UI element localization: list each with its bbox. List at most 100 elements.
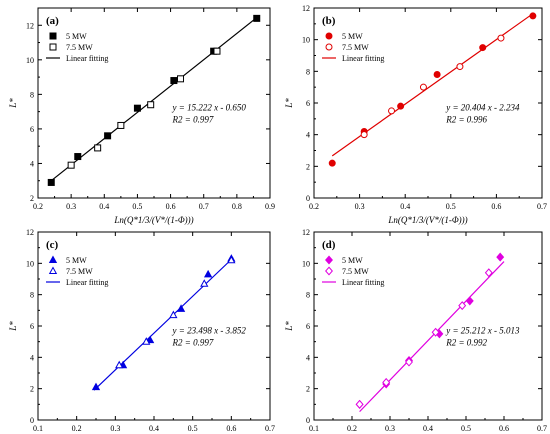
y-tick-label: 12 [302,228,310,237]
point-7-5mw [227,255,236,264]
y-tick-label: 8 [306,291,310,300]
y-tick-label: 2 [30,385,34,394]
point-7-5mw [382,377,391,387]
point-5mw [496,252,505,262]
fit-equation: y = 25.212 x - 5.013 [445,326,520,336]
point-7-5mw [115,360,124,369]
x-tick-label: 0.3 [110,424,120,433]
point-5mw [328,159,336,167]
legend-marker [49,32,57,40]
legend-marker [325,43,333,51]
legend-entry: 7.5 MW [66,43,93,52]
x-tick-label: 0.3 [66,202,76,211]
panel-label: (c) [46,239,59,251]
y-axis-label: L* [284,98,294,109]
y-tick-label: 8 [30,291,34,300]
legend-entry: 7.5 MW [342,267,369,276]
y-tick-label: 4 [306,131,310,140]
x-axis-label: Ln(Q*1/3/(V*/(1-Φ))) [387,215,467,225]
fit-r-squared: R2 = 0.997 [172,115,214,125]
point-5mw [253,14,261,22]
legend-entry: 5 MW [66,256,87,265]
x-tick-label: 0.7 [537,424,547,433]
y-tick-label: 12 [302,4,310,13]
fit-equation: y = 15.222 x - 0.650 [172,103,247,113]
y-tick-label: 10 [302,36,310,45]
legend-entry: 5 MW [342,256,363,265]
x-tick-label: 0.2 [33,202,43,211]
x-tick-label: 0.6 [499,424,509,433]
point-7-5mw [142,337,151,345]
point-7-5mw [484,268,493,278]
y-tick-label: 12 [26,21,34,30]
x-tick-label: 0.4 [149,424,159,433]
x-tick-label: 0.2 [347,424,357,433]
x-tick-label: 0.6 [166,202,176,211]
x-tick-label: 0.7 [199,202,209,211]
fit-line [93,257,234,391]
point-5mw [203,269,213,278]
y-tick-label: 6 [306,99,310,108]
x-tick-label: 0.4 [423,424,433,433]
y-tick-label: 6 [30,125,34,134]
legend-entry: Linear fitting [66,278,108,287]
legend-marker [48,266,58,275]
chart-panel-4: 0.10.20.30.40.50.60.7024681012Ln(Q*1/3/(… [284,228,547,433]
fit-r-squared: R2 = 0.996 [445,115,487,125]
y-tick-label: 10 [26,56,34,65]
x-tick-label: 0.3 [355,202,365,211]
point-7-5mw [117,121,125,129]
x-tick-label: 0.9 [265,202,275,211]
x-tick-label: 0.3 [385,424,395,433]
x-tick-label: 0.1 [309,424,319,433]
legend-marker [325,255,333,265]
y-axis-label: L* [8,98,18,109]
y-tick-label: 2 [306,162,310,171]
legend-marker [325,266,333,276]
y-tick-label: 4 [30,159,34,168]
fit-r-squared: R2 = 0.997 [172,338,214,348]
x-tick-label: 0.6 [491,202,501,211]
x-tick-label: 0.5 [132,202,142,211]
y-tick-label: 0 [30,416,34,425]
chart-panel-3: 0.10.20.30.40.50.60.7024681012Ln(Q*1/3/(… [8,228,275,433]
legend-entry: Linear fitting [66,54,108,63]
x-tick-label: 0.4 [99,202,109,211]
fit-r-squared: R2 = 0.992 [445,338,487,348]
x-tick-label: 0.4 [400,202,410,211]
point-7-5mw [497,34,505,42]
point-7-5mw [200,279,209,287]
fit-equation: y = 20.404 x - 2.234 [445,103,520,113]
point-7-5mw [67,161,75,169]
fit-equation: y = 23.498 x - 3.852 [172,326,247,336]
point-7-5mw [458,301,467,311]
point-5mw [47,178,55,186]
y-tick-label: 0 [306,416,310,425]
legend-entry: 7.5 MW [66,267,93,276]
point-7-5mw [388,107,396,115]
y-tick-label: 2 [306,385,310,394]
legend-entry: 5 MW [66,32,87,41]
point-7-5mw [169,310,178,319]
point-7-5mw [405,357,413,367]
point-5mw [433,71,441,78]
point-5mw [465,296,474,306]
point-7-5mw [419,83,427,91]
x-tick-label: 0.2 [72,424,82,433]
point-7-5mw [360,131,368,139]
point-7-5mw [456,63,464,71]
fit-line [359,261,505,413]
y-tick-label: 0 [306,194,310,203]
point-7-5mw [431,327,440,337]
point-5mw [176,304,186,312]
point-5mw [91,382,101,391]
y-axis-label: L* [8,321,18,332]
x-tick-label: 0.5 [446,202,456,211]
panel-label: (d) [322,239,336,251]
x-axis-label: Ln(Q*1/3/(V*/(1-Φ))) [113,215,193,225]
x-tick-label: 0.7 [265,424,275,433]
chart-panel-1: 0.2 0.3 0.4 0.5 0.6 0.7 0.8 0.9 2 4 6 8 10 12 Ln(Q*1/3… [8,7,275,225]
panel-label: (a) [46,15,59,27]
panel-label: (b) [322,15,336,27]
x-tick-label: 0.5 [188,424,198,433]
